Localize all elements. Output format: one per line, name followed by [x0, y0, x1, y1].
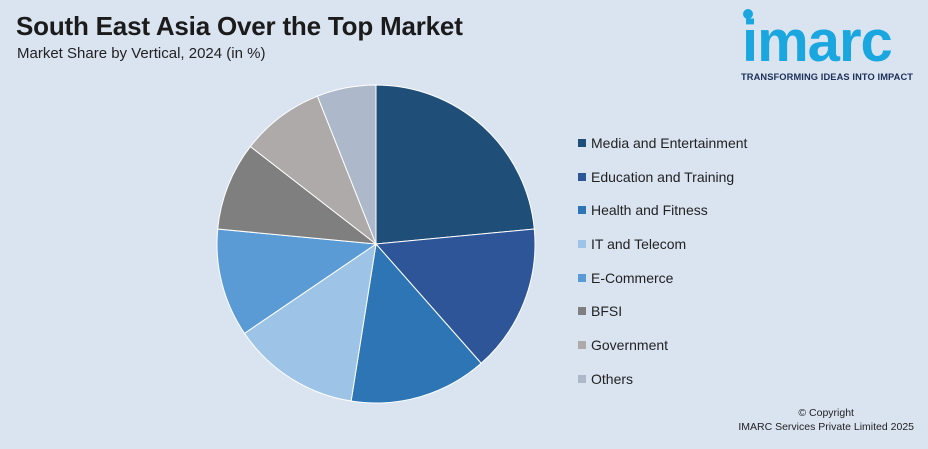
legend-label: Media and Entertainment — [591, 134, 748, 151]
logo-wordmark: imarc — [742, 9, 893, 74]
legend-swatch — [578, 273, 586, 282]
legend-label: Government — [591, 336, 669, 353]
legend-swatch — [578, 138, 586, 147]
legend-item: BFSI — [578, 294, 747, 328]
logo-dot-icon — [743, 9, 753, 19]
legend-item: Others — [578, 362, 747, 396]
legend-swatch — [578, 340, 586, 349]
legend-item: Government — [578, 328, 747, 362]
pie-slice-it-and-telecom — [243, 242, 377, 402]
legend-item: Health and Fitness — [578, 193, 747, 227]
legend-swatch — [578, 206, 586, 215]
pie-slice-e-commerce — [216, 228, 378, 335]
legend-item: Education and Training — [578, 160, 747, 194]
legend-item: Media and Entertainment — [578, 126, 747, 160]
pie-slice-government — [249, 95, 378, 246]
chart-legend: Media and Entertainment Education and Tra… — [578, 126, 747, 396]
legend-label: BFSI — [591, 303, 623, 320]
legend-label: Others — [591, 370, 634, 387]
legend-item: E-Commerce — [578, 261, 747, 295]
copyright-company: IMARC Services Private Limited 2025 — [738, 421, 914, 433]
legend-swatch — [578, 239, 586, 248]
legend-item: IT and Telecom — [578, 227, 747, 261]
imarc-logo: imarc TRANSFORMING IDEAS INTO IMPACT — [740, 8, 920, 88]
pie-slice-media-and-entertainment — [375, 84, 535, 245]
copyright-line: © Copyright — [798, 407, 854, 419]
copyright-notice: © Copyright IMARC Services Private Limit… — [738, 406, 914, 434]
legend-swatch — [578, 307, 586, 316]
pie-slice-bfsi — [217, 145, 378, 245]
legend-label: Health and Fitness — [591, 202, 708, 219]
chart-subtitle: Market Share by Vertical, 2024 (in %) — [17, 45, 266, 62]
pie-slice-education-and-training — [374, 228, 536, 364]
legend-label: IT and Telecom — [591, 235, 687, 252]
legend-label: Education and Training — [591, 168, 735, 185]
pie-slice-health-and-fitness — [350, 242, 482, 404]
legend-swatch — [578, 172, 586, 181]
logo-tagline: TRANSFORMING IDEAS INTO IMPACT — [741, 72, 914, 82]
legend-label: E-Commerce — [591, 269, 674, 286]
chart-title: South East Asia Over the Top Market — [16, 11, 463, 41]
legend-swatch — [578, 374, 586, 383]
pie-slice-others — [316, 84, 377, 245]
